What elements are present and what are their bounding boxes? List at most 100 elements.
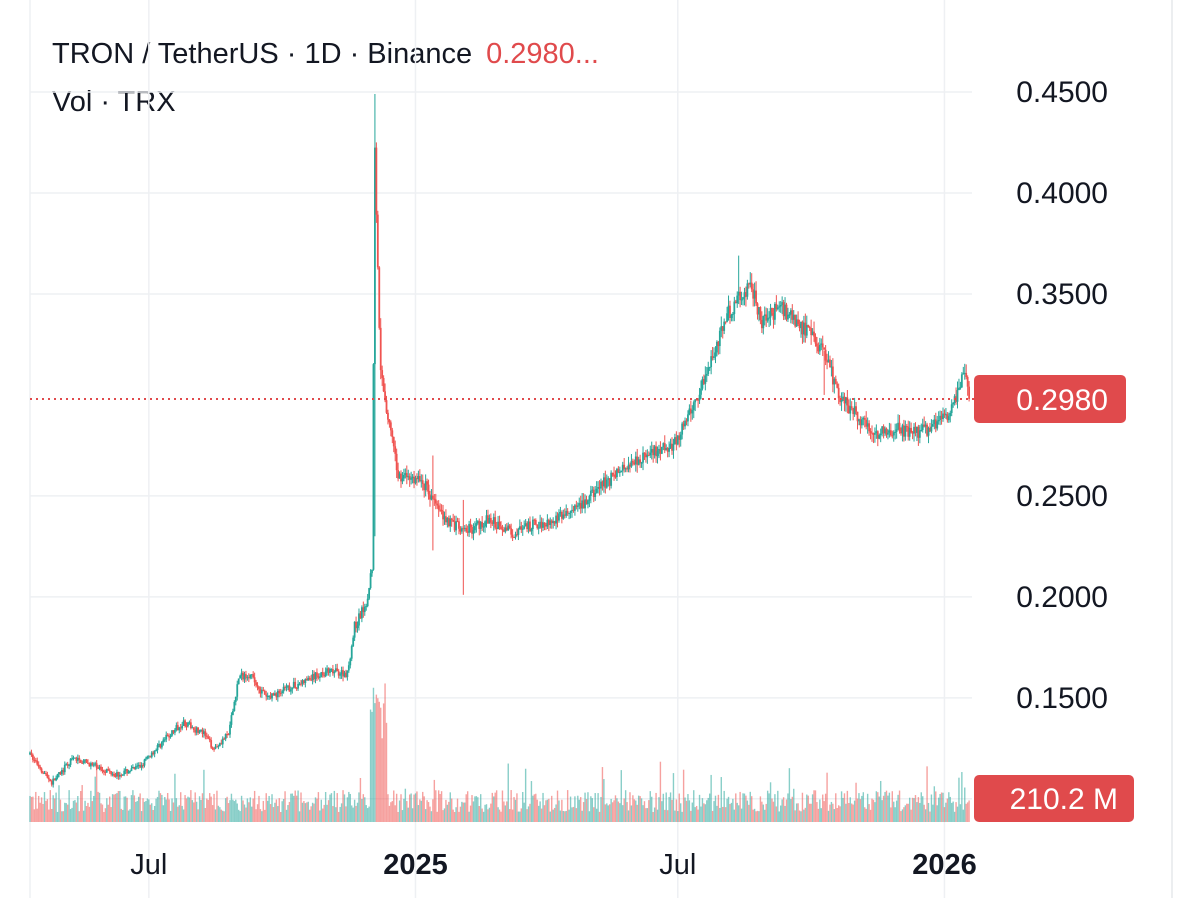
volume-bar	[669, 792, 672, 822]
volume-bar	[827, 810, 830, 822]
candle-body	[956, 390, 959, 402]
candle-body	[730, 314, 733, 318]
volume-bar	[104, 808, 107, 822]
candle-body	[313, 674, 315, 680]
volume-bar	[226, 796, 228, 822]
volume-bar	[720, 777, 722, 822]
volume-bar	[446, 804, 449, 822]
candle-body	[189, 722, 192, 729]
candle-body	[560, 511, 563, 519]
candle-body	[610, 472, 613, 486]
candle-body	[881, 426, 884, 434]
candle-body	[356, 625, 359, 629]
candle-body	[501, 529, 504, 531]
volume-bar	[626, 802, 628, 822]
candle-body	[707, 367, 710, 374]
candle-body	[347, 665, 350, 671]
y-tick-label: 0.4000	[1016, 177, 1108, 210]
candle-body	[460, 528, 463, 532]
volume-bar	[964, 787, 966, 822]
volume-bar	[222, 810, 224, 822]
volume-bar	[658, 797, 660, 822]
candle-body	[597, 487, 599, 489]
volume-bar	[94, 776, 96, 822]
candle-body	[37, 764, 40, 767]
candle-body	[197, 727, 200, 733]
volume-bar	[98, 792, 101, 822]
volume-bar	[239, 811, 241, 822]
volume-bar	[416, 791, 418, 822]
volume-bar	[601, 767, 604, 822]
volume-bar	[56, 811, 59, 822]
volume-bar	[784, 805, 786, 822]
candle-body	[817, 346, 820, 352]
candle-body	[63, 764, 66, 773]
volume-bar	[148, 799, 150, 822]
candle-body	[623, 464, 626, 469]
volume-bar	[220, 809, 222, 822]
candle-body	[258, 686, 260, 690]
volume-bar	[524, 768, 527, 822]
candle-body	[382, 377, 385, 392]
volume-bar	[781, 799, 783, 822]
candle-body	[281, 691, 284, 694]
volume-bar	[672, 773, 675, 822]
candle-body	[379, 327, 382, 371]
candle-body	[760, 319, 763, 329]
candle-body	[85, 759, 88, 763]
volume-bar	[46, 799, 49, 822]
candle-body	[153, 750, 156, 755]
volume-bar	[959, 804, 962, 822]
volume-bar	[329, 794, 331, 822]
candle-body	[898, 422, 901, 432]
volume-bar	[400, 794, 402, 822]
volume-bar	[691, 802, 693, 822]
candle-body	[145, 758, 147, 760]
volume-bar	[91, 801, 94, 822]
candle-body	[439, 509, 442, 511]
candle-body	[805, 324, 808, 336]
candle-body	[195, 727, 198, 733]
candle-body	[831, 366, 834, 385]
volume-bar	[43, 792, 46, 822]
candle-body	[679, 434, 682, 440]
candle-body	[58, 772, 60, 775]
candle-body	[417, 476, 420, 480]
candle-body	[268, 695, 271, 697]
volume-bar	[330, 793, 333, 822]
volume-bar	[875, 791, 878, 822]
volume-bar	[304, 803, 307, 822]
volume-bar	[739, 791, 741, 822]
volume-bar	[603, 779, 605, 822]
candle-body	[587, 500, 589, 505]
volume-bar	[332, 806, 334, 822]
candle-body	[579, 503, 582, 509]
candle-body	[901, 425, 904, 434]
volume-bar	[209, 793, 211, 822]
candle-body	[240, 672, 243, 676]
volume-bar	[962, 809, 965, 822]
candle-body	[792, 314, 795, 320]
candle-body	[920, 429, 923, 431]
volume-bar	[285, 809, 288, 822]
candle-body	[326, 668, 328, 672]
volume-bar	[394, 805, 396, 822]
candle-body	[98, 766, 101, 769]
volume-bar	[58, 785, 60, 822]
candle-body	[288, 685, 291, 692]
volume-bar	[826, 772, 828, 822]
candle-body	[810, 328, 813, 336]
candle-body	[171, 730, 173, 736]
volume-bar	[556, 790, 559, 822]
volume-bar	[469, 805, 472, 822]
volume-bar	[714, 795, 717, 822]
candle-body	[271, 693, 273, 699]
candle-body	[665, 448, 668, 451]
volume-bar	[785, 799, 788, 822]
candle-body	[582, 500, 585, 509]
volume-bar	[927, 802, 930, 822]
candle-body	[207, 736, 210, 739]
volume-bar	[952, 801, 954, 822]
candle-body	[282, 686, 285, 692]
